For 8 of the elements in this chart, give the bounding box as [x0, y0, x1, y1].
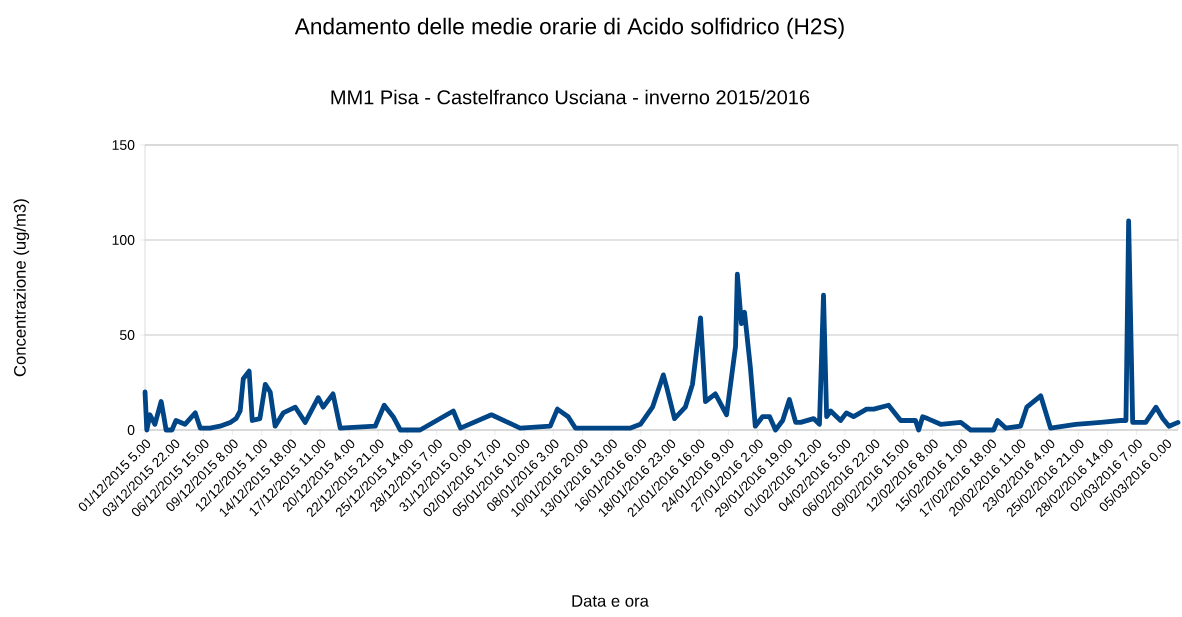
- chart-title: Andamento delle medie orarie di Acido solfidrico (H2S): [294, 17, 844, 39]
- y-tick-label: 0: [127, 425, 135, 435]
- y-tick-label: 50: [119, 330, 135, 340]
- y-tick-label: 100: [112, 235, 135, 245]
- y-tick-label: 150: [112, 140, 135, 150]
- chart-subtitle: MM1 Pisa - Castelfranco Usciana - inverno 2015/2016: [331, 89, 810, 105]
- y-axis-title: Concentrazione (ug/m3): [13, 199, 30, 377]
- x-axis-title: Data e ora: [572, 595, 649, 607]
